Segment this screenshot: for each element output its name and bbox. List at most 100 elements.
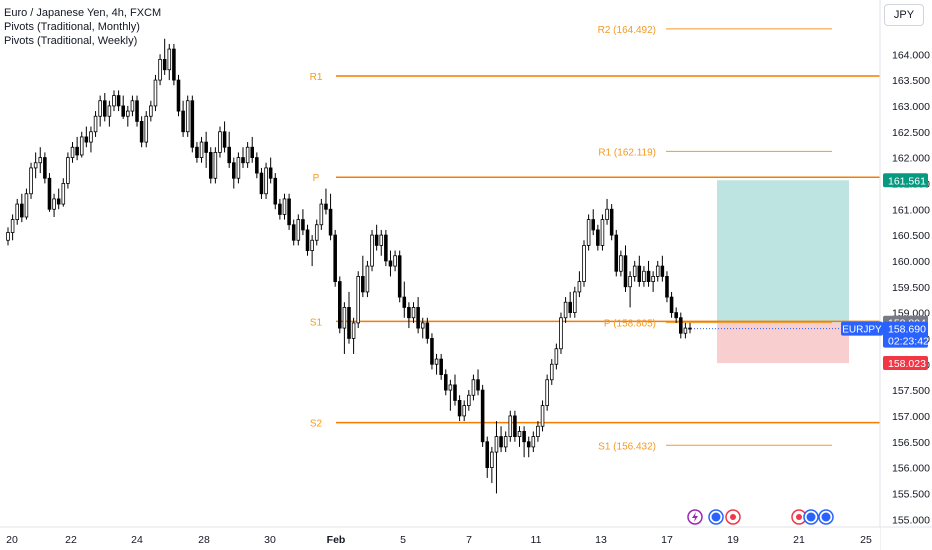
candle-down bbox=[637, 265, 642, 282]
candle-down bbox=[476, 379, 480, 391]
price-tick-label: 163.500 bbox=[892, 75, 930, 87]
indicator-monthly-pivots[interactable]: Pivots (Traditional, Monthly) bbox=[4, 21, 140, 33]
candle-down bbox=[204, 141, 208, 153]
candle-up bbox=[153, 79, 158, 107]
indicator-weekly-pivots[interactable]: Pivots (Traditional, Weekly) bbox=[4, 35, 138, 47]
lightning-icon[interactable] bbox=[687, 509, 703, 525]
candle-up bbox=[66, 157, 70, 184]
candle-down bbox=[416, 307, 420, 329]
candle-up bbox=[10, 219, 15, 233]
time-tick-label: Feb bbox=[327, 534, 346, 546]
candle-down bbox=[227, 146, 231, 164]
candle-down bbox=[43, 157, 47, 179]
time-tick-label: 30 bbox=[264, 534, 276, 546]
candle-up bbox=[563, 301, 568, 319]
candle-down bbox=[397, 255, 402, 298]
candle-down bbox=[457, 400, 462, 417]
candle-up bbox=[218, 131, 222, 153]
candle-up bbox=[213, 152, 218, 179]
candle-down bbox=[121, 105, 125, 117]
candle-down bbox=[347, 307, 351, 339]
last-price-badge bbox=[883, 321, 928, 348]
price-tick-label: 162.500 bbox=[892, 127, 930, 139]
globe-glyph bbox=[711, 512, 721, 522]
candle-up bbox=[149, 105, 153, 117]
candle-up bbox=[393, 255, 397, 267]
price-axis-bg bbox=[880, 0, 932, 550]
globe-flag-icon[interactable] bbox=[803, 509, 819, 525]
time-tick-label: 7 bbox=[466, 534, 472, 546]
candle-down bbox=[688, 327, 692, 330]
candle-down bbox=[232, 162, 236, 179]
candle-up bbox=[536, 425, 540, 437]
candle-up bbox=[24, 193, 29, 218]
time-tick-label: 17 bbox=[661, 534, 673, 546]
candle-up bbox=[605, 208, 609, 220]
candle-up bbox=[167, 48, 172, 71]
candle-up bbox=[15, 203, 19, 220]
candle-down bbox=[407, 307, 411, 319]
candle-down bbox=[241, 157, 245, 164]
candle-up bbox=[245, 146, 250, 164]
candle-up bbox=[365, 265, 370, 293]
monthly-pivot-label: R1 bbox=[310, 72, 323, 83]
candle-up bbox=[434, 358, 439, 365]
candle-down bbox=[439, 358, 443, 375]
candle-up bbox=[370, 234, 374, 267]
candle-up bbox=[448, 384, 453, 391]
candle-up bbox=[6, 232, 10, 241]
time-tick-label: 25 bbox=[860, 534, 872, 546]
candle-up bbox=[356, 276, 360, 324]
candle-up bbox=[89, 131, 93, 143]
candle-up bbox=[531, 436, 536, 448]
candle-down bbox=[374, 234, 379, 246]
candle-down bbox=[485, 441, 490, 468]
time-tick-label: 11 bbox=[531, 534, 542, 546]
candle-up bbox=[573, 291, 577, 313]
dot-event-icon[interactable] bbox=[725, 509, 741, 525]
candle-down bbox=[328, 208, 333, 236]
globe-flag-icon[interactable] bbox=[818, 509, 834, 525]
dot-glyph bbox=[796, 514, 802, 520]
candle-up bbox=[490, 451, 494, 468]
candle-down bbox=[116, 95, 121, 107]
pivot-lines: R1 P S1 S2 R2 (164.492) R1 (162.119) P (158.80… bbox=[310, 25, 880, 452]
candle-down bbox=[384, 234, 388, 262]
candle-up bbox=[199, 141, 204, 158]
candle-down bbox=[273, 177, 278, 205]
candle-up bbox=[33, 162, 38, 169]
price-badges: 161.561158.804158.023EURJPY158.69002:23:… bbox=[841, 173, 929, 371]
candle-down bbox=[287, 198, 291, 226]
loss-zone bbox=[717, 322, 849, 364]
candle-down bbox=[513, 415, 517, 437]
candle-down bbox=[172, 48, 176, 81]
candle-down bbox=[430, 338, 434, 365]
target-badge-label: 161.561 bbox=[888, 175, 926, 187]
candle-down bbox=[338, 281, 342, 329]
candle-up bbox=[642, 270, 646, 282]
candle-up bbox=[600, 219, 605, 246]
target-badge bbox=[883, 173, 928, 188]
price-tick-label: 161.000 bbox=[892, 204, 930, 216]
candle-down bbox=[609, 208, 614, 236]
candle-up bbox=[655, 265, 660, 277]
price-tick-label: 159.500 bbox=[892, 282, 930, 294]
globe-glyph bbox=[806, 512, 816, 522]
candle-up bbox=[314, 224, 319, 241]
candle-up bbox=[107, 105, 112, 117]
candle-up bbox=[38, 157, 43, 164]
candlestick-series bbox=[6, 38, 880, 494]
chart-legend: Euro / Japanese Yen, 4h, FXCM Pivots (Tr… bbox=[4, 6, 161, 48]
candle-up bbox=[29, 167, 33, 195]
candle-down bbox=[102, 100, 107, 117]
currency-button[interactable]: JPY bbox=[884, 4, 924, 26]
candle-up bbox=[185, 100, 190, 133]
globe-flag-icon[interactable] bbox=[708, 509, 724, 525]
candle-down bbox=[660, 265, 665, 277]
candle-down bbox=[208, 152, 213, 179]
candle-up bbox=[342, 307, 347, 329]
candle-down bbox=[679, 317, 683, 334]
candle-up bbox=[577, 281, 582, 293]
candle-down bbox=[480, 389, 485, 443]
